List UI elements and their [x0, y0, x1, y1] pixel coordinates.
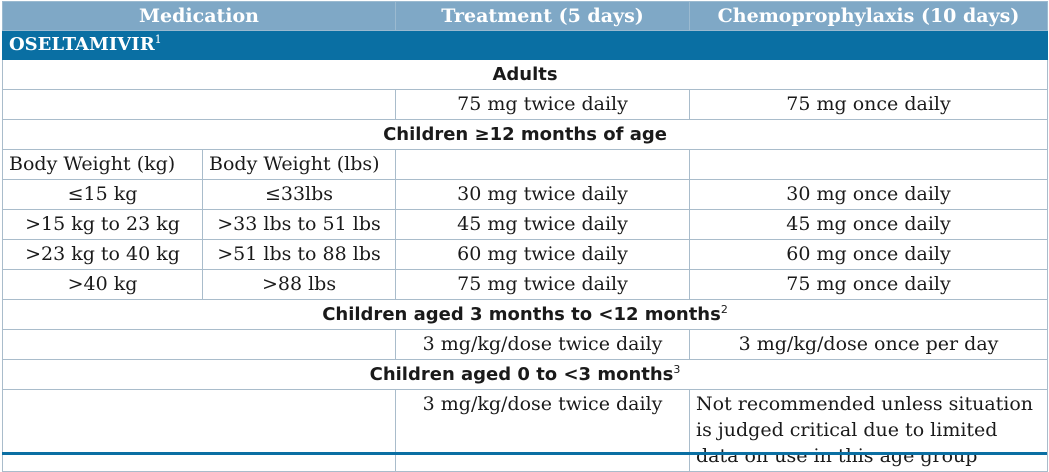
section-children-12: Children ≥12 months of age — [1, 119, 1049, 150]
weight-kg-cell: >23 kg to 40 kg — [2, 239, 203, 270]
treatment-cell: 60 mg twice daily — [395, 239, 691, 270]
table-row: >15 kg to 23 kg >33 lbs to 51 lbs 45 mg … — [2, 209, 1049, 240]
section-footnote: 2 — [720, 303, 728, 316]
weight-kg-cell: ≤15 kg — [2, 179, 203, 210]
section-title: Children ≥12 months of age — [1, 119, 1049, 150]
treatment-cell: 75 mg twice daily — [395, 89, 691, 120]
table-cell — [1, 329, 397, 360]
header-row: Medication Treatment (5 days) Chemoproph… — [1, 1, 1049, 31]
chemo-cell: 75 mg once daily — [689, 269, 1049, 300]
table-row: 3 mg/kg/dose twice daily 3 mg/kg/dose on… — [1, 329, 1049, 360]
section-title-cell: Children aged 3 months to <12 months2 — [1, 299, 1049, 330]
treatment-cell: 30 mg twice daily — [395, 179, 691, 210]
section-title: Children aged 3 months to <12 months — [322, 304, 721, 325]
header-medication: Medication — [1, 1, 397, 31]
treatment-cell: 3 mg/kg/dose twice daily — [395, 329, 691, 360]
table-row: 75 mg twice daily 75 mg once daily — [1, 89, 1049, 120]
chemo-cell: 60 mg once daily — [689, 239, 1049, 270]
weight-lbs-header: Body Weight (lbs) — [201, 149, 397, 180]
section-adults: Adults — [1, 59, 1049, 90]
chemo-cell: 3 mg/kg/dose once per day — [689, 329, 1049, 360]
section-children-3-to-12: Children aged 3 months to <12 months2 — [1, 299, 1049, 330]
weight-kg-header: Body Weight (kg) — [2, 149, 203, 180]
section-children-0-to-3: Children aged 0 to <3 months3 — [1, 359, 1049, 390]
drug-name: OSELTAMIVIR — [9, 34, 155, 55]
chemo-cell: 30 mg once daily — [689, 179, 1049, 210]
section-title: Children aged 0 to <3 months — [369, 364, 674, 385]
table-cell — [395, 149, 691, 180]
drug-row: OSELTAMIVIR1 — [1, 30, 1049, 60]
drug-name-cell: OSELTAMIVIR1 — [1, 30, 1049, 60]
table-cell — [1, 89, 397, 120]
table-row: ≤15 kg ≤33lbs 30 mg twice daily 30 mg on… — [2, 179, 1049, 210]
chemo-cell: Not recommended unless situation is judg… — [689, 389, 1049, 472]
section-title: Adults — [1, 59, 1049, 90]
drug-footnote: 1 — [154, 33, 162, 46]
weight-lbs-cell: >51 lbs to 88 lbs — [201, 239, 397, 270]
chemo-cell: 75 mg once daily — [689, 89, 1049, 120]
weight-lbs-cell: >88 lbs — [201, 269, 397, 300]
header-chemoprophylaxis: Chemoprophylaxis (10 days) — [689, 1, 1049, 31]
weight-lbs-cell: >33 lbs to 51 lbs — [201, 209, 397, 240]
header-treatment: Treatment (5 days) — [395, 1, 691, 31]
table-row: >23 kg to 40 kg >51 lbs to 88 lbs 60 mg … — [2, 239, 1049, 270]
treatment-cell: 75 mg twice daily — [395, 269, 691, 300]
section-title-cell: Children aged 0 to <3 months3 — [1, 359, 1049, 390]
section-footnote: 3 — [673, 363, 681, 376]
table-row: Body Weight (kg) Body Weight (lbs) — [2, 149, 1049, 180]
weight-lbs-cell: ≤33lbs — [201, 179, 397, 210]
table-cell — [689, 149, 1049, 180]
treatment-cell: 45 mg twice daily — [395, 209, 691, 240]
chemo-cell: 45 mg once daily — [689, 209, 1049, 240]
table-row: 3 mg/kg/dose twice daily Not recommended… — [1, 389, 1049, 472]
weight-kg-cell: >40 kg — [2, 269, 203, 300]
weight-kg-cell: >15 kg to 23 kg — [2, 209, 203, 240]
table-bottom-rule — [2, 452, 1047, 455]
treatment-cell: 3 mg/kg/dose twice daily — [395, 389, 691, 472]
table-row: >40 kg >88 lbs 75 mg twice daily 75 mg o… — [2, 269, 1049, 300]
table-cell — [1, 389, 397, 472]
